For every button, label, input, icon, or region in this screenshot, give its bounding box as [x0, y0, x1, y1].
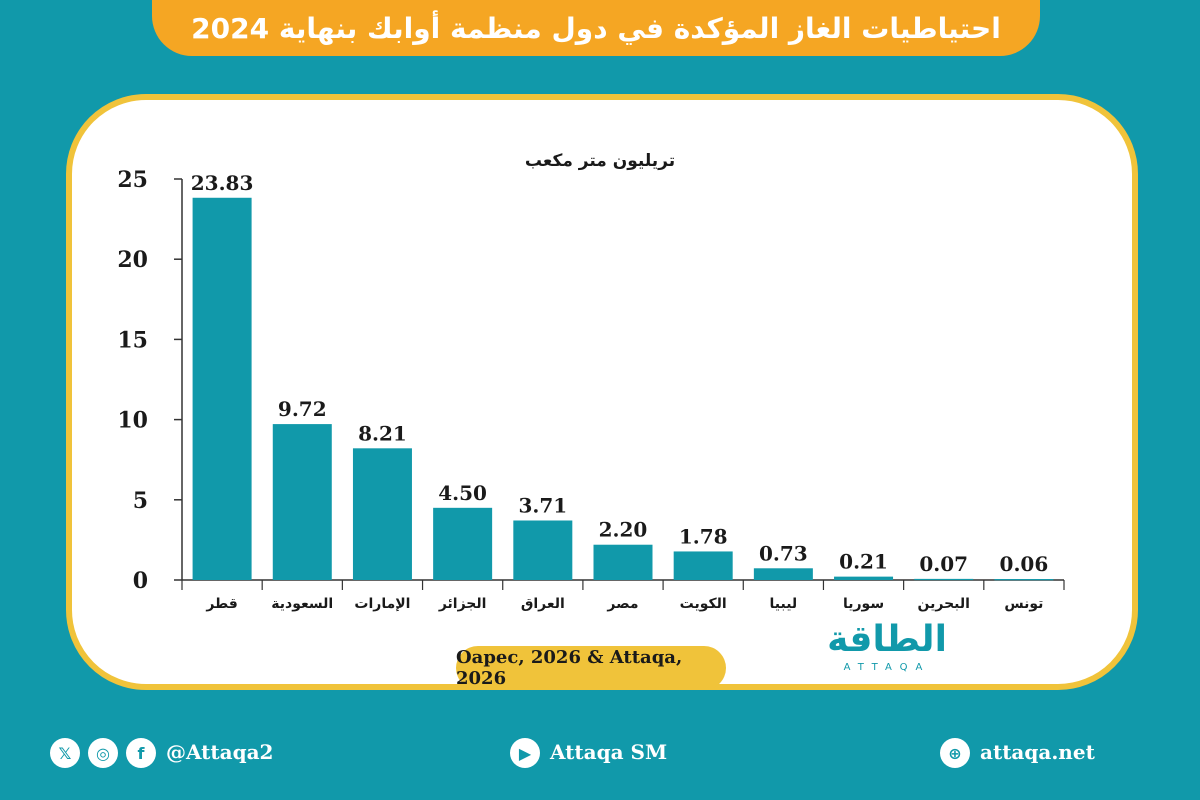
logo-latin: ATTAQA [843, 662, 931, 673]
instagram-icon[interactable]: ◎ [88, 738, 118, 768]
bar-value-label: 9.72 [278, 397, 327, 421]
bar-value-label: 8.21 [358, 421, 407, 445]
youtube-channel[interactable]: Attaqa SM [550, 740, 668, 764]
footer: 𝕏 ◎ f @Attaqa2 ▶ Attaqa SM ⊕ attaqa.net [0, 730, 1200, 780]
axes: 0 5 10 15 20 25 [117, 167, 1065, 594]
bar-value-label: 1.78 [679, 524, 728, 548]
bar [673, 551, 733, 580]
bar [352, 448, 412, 580]
bar-value-label: 23.83 [191, 171, 254, 195]
x-tick-label: السعودية [271, 596, 333, 612]
x-tick-label: سوريا [843, 596, 884, 612]
x-tick-label: العراق [521, 596, 565, 612]
x-tick-label: ليبيا [770, 596, 798, 612]
x-tick-label: مصر [606, 596, 638, 612]
bar [272, 424, 332, 580]
x-tick-label: قطر [205, 596, 238, 612]
x-tick-label: الإمارات [354, 596, 410, 612]
logo-arabic: الطاقة [827, 619, 947, 660]
bar-value-label: 0.21 [839, 550, 888, 574]
bar-value-label: 4.50 [438, 481, 487, 505]
website-link[interactable]: attaqa.net [980, 740, 1095, 764]
chart-title: احتياطيات الغاز المؤكدة في دول منظمة أوا… [191, 11, 1001, 45]
bar [834, 576, 894, 580]
bar [753, 568, 813, 580]
bars: 23.83 قطر 9.72 السعودية 8.21 الإمارات 4.50 الجز… [191, 171, 1054, 612]
facebook-icon[interactable]: f [126, 738, 156, 768]
x-tick-label: البحرين [918, 596, 970, 612]
y-tick-label: 20 [117, 247, 148, 273]
bar [914, 578, 974, 581]
y-axis-unit-label: تريليون متر مكعب [525, 151, 675, 171]
y-tick-label: 10 [117, 408, 148, 434]
x-tick-label: تونس [1004, 596, 1043, 612]
bar [593, 544, 653, 580]
bar [994, 579, 1054, 581]
youtube-icon[interactable]: ▶ [510, 738, 540, 768]
source-label: Oapec, 2026 & Attaqa, 2026 [456, 646, 726, 690]
attaqa-logo: الطاقة ATTAQA [812, 618, 992, 690]
social-handle[interactable]: @Attaqa2 [166, 740, 274, 764]
bar [513, 520, 573, 580]
y-tick-label: 5 [133, 488, 148, 514]
bar-value-label: 0.07 [919, 552, 968, 576]
y-tick-label: 25 [117, 167, 148, 193]
bar-value-label: 3.71 [518, 493, 567, 517]
bar-value-label: 2.20 [599, 518, 648, 542]
y-tick-label: 15 [117, 327, 148, 353]
x-tick-label: الجزائر [438, 596, 487, 612]
y-tick-label: 0 [133, 568, 148, 594]
title-banner: احتياطيات الغاز المؤكدة في دول منظمة أوا… [152, 0, 1040, 56]
bar [192, 197, 252, 581]
bar-value-label: 0.06 [1000, 552, 1049, 576]
globe-icon[interactable]: ⊕ [940, 738, 970, 768]
x-tick-label: الكويت [680, 596, 727, 612]
bar-value-label: 0.73 [759, 541, 808, 565]
x-icon[interactable]: 𝕏 [50, 738, 80, 768]
bar [433, 507, 493, 580]
